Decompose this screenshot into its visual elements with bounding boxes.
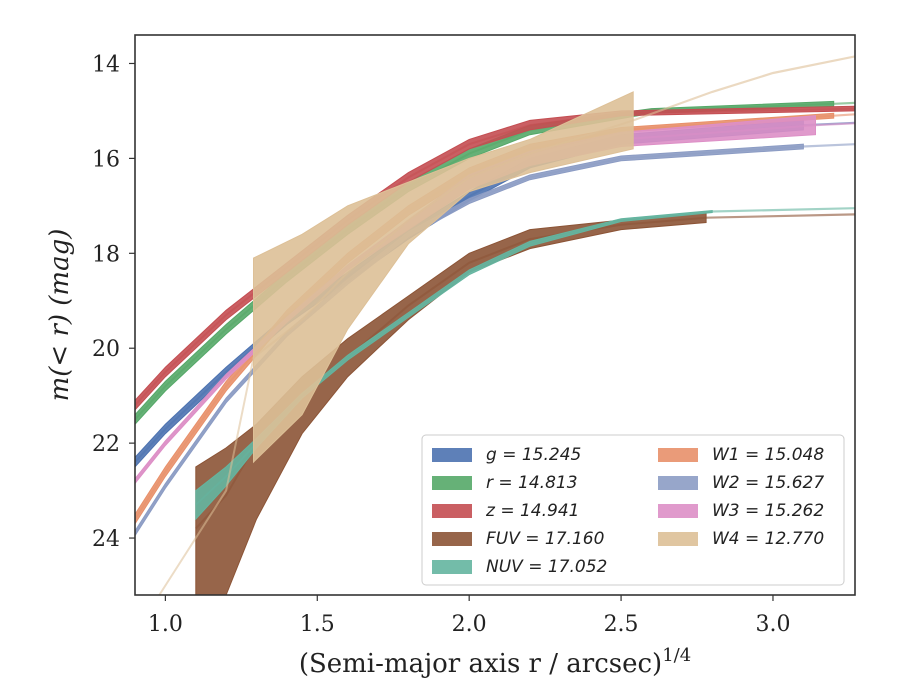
legend-label-6: W2 = 15.627 (712, 473, 824, 493)
legend-swatch-5 (658, 448, 698, 462)
series-trend-3 (706, 213, 855, 219)
tick-layer: 1.0 1.5 2.0 2.5 3.0 14 16 18 20 22 24 (92, 52, 790, 637)
legend-swatch-2 (432, 504, 472, 518)
legend-label-0: g = 15.245 (486, 445, 581, 465)
series-trend-8 (632, 55, 855, 122)
series-band-8 (253, 91, 634, 464)
legend-label-3: FUV = 17.160 (486, 529, 604, 549)
series-line-4 (195, 210, 713, 506)
series-line-8 (158, 119, 634, 595)
legend-label-7: W3 = 15.262 (712, 501, 824, 521)
legend-swatch-1 (432, 476, 472, 490)
x-tick-label-4: 3.0 (755, 612, 790, 637)
series-trend-5 (833, 113, 855, 117)
legend-label-2: z = 14.941 (485, 501, 579, 521)
x-tick-label-2: 2.0 (452, 612, 487, 637)
legend-swatch-7 (658, 504, 698, 518)
legend-label-4: NUV = 17.052 (486, 557, 607, 577)
x-tick-label-3: 2.5 (604, 612, 639, 637)
legend-box (421, 434, 845, 586)
series-layer (135, 55, 855, 595)
legend: g = 15.245 r = 14.813 z = 14.941 FUV = 17.1… (421, 434, 845, 586)
series-8 (158, 55, 855, 595)
legend-swatch-6 (658, 476, 698, 490)
y-tick-label-5: 24 (92, 527, 120, 552)
y-tick-label-0: 14 (92, 52, 120, 77)
legend-swatch-3 (432, 532, 472, 546)
y-axis-title: m(< r) (mag) (45, 229, 75, 402)
series-trend-4 (712, 207, 855, 213)
y-tick-label-2: 18 (92, 242, 120, 267)
legend-label-1: r = 14.813 (486, 473, 578, 493)
x-axis-title-text: (Semi-major axis r / arcsec) (299, 649, 662, 679)
plot-frame (134, 34, 856, 596)
legend-label-8: W4 = 12.770 (712, 529, 824, 549)
legend-swatch-4 (432, 560, 472, 574)
series-trend-6 (803, 143, 855, 148)
x-tick-label-0: 1.0 (148, 612, 183, 637)
series-trend-1 (833, 101, 855, 105)
x-axis-title: (Semi-major axis r / arcsec)1/4 (299, 645, 691, 679)
y-tick-label-4: 22 (92, 432, 120, 457)
y-tick-label-1: 16 (92, 147, 120, 172)
legend-label-5: W1 = 15.048 (712, 445, 824, 465)
series-trend-7 (815, 122, 855, 127)
legend-swatch-0 (432, 448, 472, 462)
y-tick-label-3: 20 (92, 337, 120, 362)
x-tick-label-1: 1.5 (300, 612, 335, 637)
legend-swatch-8 (658, 532, 698, 546)
x-axis-title-superscript: 1/4 (662, 645, 691, 666)
